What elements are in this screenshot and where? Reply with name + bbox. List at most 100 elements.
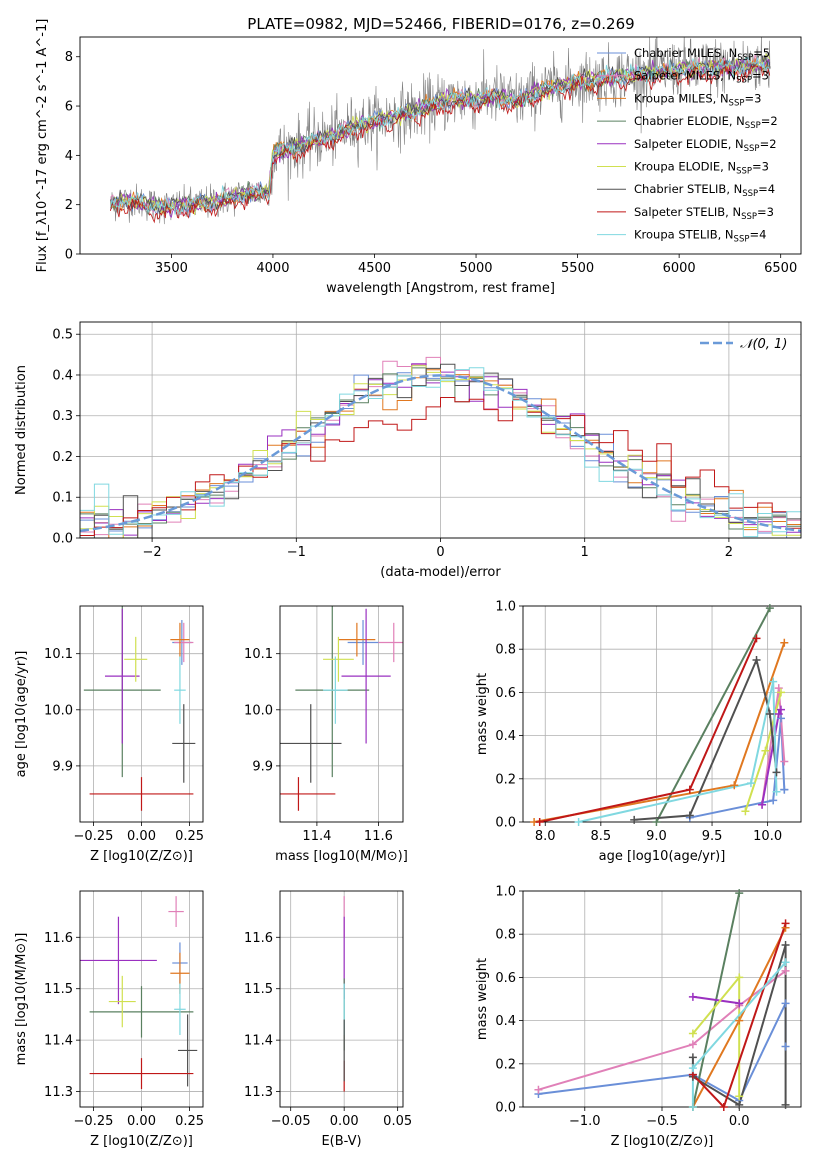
weight-series-line: [539, 637, 758, 822]
weight-marker: [688, 1053, 697, 1062]
axes-frame: [279, 890, 404, 1108]
legend-entry: Chabrier STELIB, NSSP=4: [634, 182, 775, 199]
errorbar-point: [338, 622, 376, 657]
y-tick-label: 0.4: [495, 729, 516, 744]
legend-suffix: =3: [752, 160, 769, 174]
gridlines: [280, 891, 403, 1107]
legend-entry: 𝒩(0, 1): [740, 337, 787, 352]
y-tick-label: 0.6: [495, 971, 516, 986]
legend-suffix: =4: [758, 182, 775, 196]
weight-marker: [730, 781, 739, 790]
y-tick-label: 11.3: [44, 1085, 73, 1100]
y-tick-label: 0.2: [495, 1057, 516, 1072]
legend-entry: Salpeter STELIB, NSSP=3: [634, 205, 774, 222]
y-tick-label: 1.0: [495, 600, 516, 615]
legend-entry: Kroupa ELODIE, NSSP=3: [634, 160, 769, 177]
legend-subscript: SSP: [742, 189, 758, 199]
x-tick-label: 0.00: [127, 829, 156, 844]
legend-text: Salpeter STELIB, N: [634, 205, 741, 219]
y-tick-label: 11.5: [244, 982, 273, 997]
legend-text: Salpeter MILES, N: [634, 69, 736, 83]
weight-marker: [765, 710, 774, 718]
x-axis-label: mass [log10(M/M⊙)]: [275, 849, 408, 864]
gridlines: [80, 322, 801, 539]
axes-age-vs-Z: −0.25 0.00 0.25 9.9 10.0 10.1 Z [log10(Z/Z⊙)] a…: [14, 605, 204, 864]
errorbar-point: [280, 704, 342, 783]
weight-marker: [780, 638, 789, 647]
plot-area: [83, 606, 196, 811]
x-tick-label: 10.0: [753, 829, 782, 844]
errorbar-point: [178, 1014, 198, 1087]
legend-subscript: SSP: [734, 235, 750, 245]
legend-suffix: =3: [757, 205, 774, 219]
legend-subscript: SSP: [744, 144, 760, 154]
weight-marker: [719, 1103, 728, 1111]
weight-marker: [780, 785, 789, 794]
y-tick-label: 11.5: [44, 982, 73, 997]
x-tick-label: 0.00: [330, 1114, 359, 1129]
weight-series-line: [692, 995, 740, 1005]
legend-text: Chabrier ELODIE, N: [634, 114, 745, 128]
x-tick-label: 0.0: [729, 1114, 750, 1129]
x-tick-label: 9.5: [702, 829, 723, 844]
y-tick-label: 11.6: [244, 931, 273, 946]
weight-marker: [758, 800, 767, 809]
x-tick-label: −0.25: [74, 829, 114, 844]
x-axis-label: Z [log10(Z/Z⊙)]: [90, 849, 193, 864]
weight-marker: [735, 1100, 744, 1109]
weight-series-line: [655, 607, 771, 822]
weight-marker: [735, 999, 744, 1008]
weight-series-line: [689, 718, 786, 819]
weight-marker: [781, 966, 790, 975]
plot-area: [80, 356, 801, 538]
x-tick-label: 6000: [663, 261, 696, 276]
x-tick-label: 9.0: [646, 829, 667, 844]
weight-marker: [735, 1092, 744, 1101]
y-tick-label: 0.2: [52, 450, 73, 465]
weight-marker: [781, 958, 790, 967]
weight-marker: [652, 818, 661, 826]
x-tick-label: −0.5: [646, 1114, 678, 1129]
legend-suffix: =4: [749, 228, 766, 242]
y-tick-label: 10.1: [244, 647, 273, 662]
x-tick-label: 0.25: [175, 1114, 204, 1129]
weight-marker: [735, 1016, 744, 1025]
model-spectrum-line: [110, 58, 771, 218]
x-tick-label: 11.6: [364, 829, 393, 844]
y-tick-label: 0.2: [495, 772, 516, 787]
axes-frame: [79, 36, 802, 255]
x-axis-label: (data-model)/error: [380, 565, 501, 580]
weight-marker: [780, 757, 789, 766]
errorbar-point: [323, 636, 354, 682]
legend-text: Kroupa MILES, N: [634, 91, 729, 105]
x-tick-label: −0.25: [74, 1114, 114, 1129]
y-tick-label: 0.5: [52, 328, 73, 343]
x-axis-label: E(B-V): [321, 1134, 361, 1149]
y-tick-label: 0.4: [495, 1014, 516, 1029]
legend-subscript: SSP: [741, 212, 757, 222]
data-spectrum-line: [110, 37, 771, 225]
y-axis-label: Flux [f_λ10^-17 erg cm^-2 s^-1 A^-1]: [35, 19, 50, 273]
weight-series-line: [533, 642, 786, 822]
plot-area: [80, 896, 198, 1089]
axes-frame: [79, 605, 204, 823]
axes-frame: [79, 890, 204, 1108]
x-tick-label: 11.4: [302, 829, 331, 844]
weight-marker: [781, 1100, 790, 1109]
x-axis-label: wavelength [Angstrom, rest frame]: [326, 281, 555, 296]
weight-marker: [685, 785, 694, 794]
y-tick-label: 11.4: [244, 1034, 273, 1049]
y-tick-label: 1.0: [495, 885, 516, 900]
y-axis-label: mass [log10(M/M⊙)]: [14, 933, 29, 1066]
weight-marker: [746, 779, 755, 788]
x-tick-label: 0.05: [383, 1114, 412, 1129]
x-tick-label: 0: [436, 545, 444, 560]
weight-marker: [781, 941, 790, 949]
legend-entry: Salpeter ELODIE, NSSP=2: [634, 137, 777, 154]
weight-marker: [781, 1042, 790, 1051]
axes-spectrum: 3500 4000 4500 5000 5500 6000 6500 0 2 4 6 8 wavelen…: [35, 19, 802, 296]
weight-marker: [772, 787, 781, 796]
y-axis-label: mass weight: [475, 958, 490, 1040]
